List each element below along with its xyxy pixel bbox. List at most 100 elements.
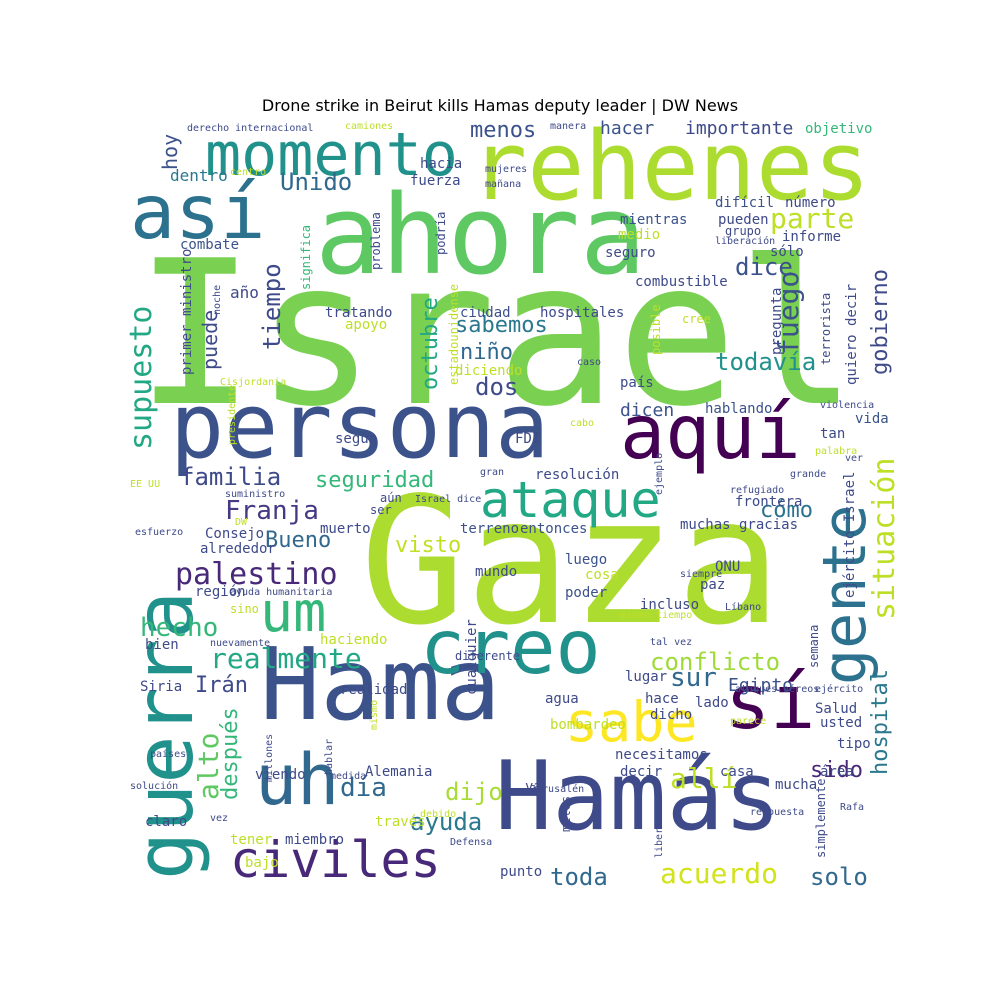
word-hamás: Hamás — [495, 742, 781, 852]
word-grupo: grupo — [725, 224, 762, 238]
word-violencia: violencia — [820, 400, 875, 411]
word-refugiado: refugiado — [730, 485, 785, 496]
word-lado: lado — [695, 695, 729, 711]
word-solución: solución — [130, 781, 179, 792]
word-sur: sur — [670, 663, 717, 693]
word-sino: sino — [230, 602, 259, 616]
word-ahora: ahora — [315, 171, 647, 299]
word-nuevamente: nuevamente — [210, 638, 271, 649]
word-hacia: hacia — [420, 156, 463, 172]
word-sólo: sólo — [770, 244, 804, 260]
word-liberación: liberación — [715, 236, 776, 247]
word-casa: casa — [720, 764, 754, 780]
word-dos: dos — [475, 373, 519, 401]
word-mientras: mientras — [620, 212, 688, 228]
word-uh: uh — [255, 739, 340, 821]
word-muchas-gracias: muchas gracias — [680, 517, 799, 533]
word-tipo: tipo — [837, 736, 871, 752]
word-gran: gran — [480, 467, 505, 478]
word-debido: debido — [420, 809, 457, 820]
word-alemania: Alemania — [365, 764, 433, 780]
word-palestino: palestino — [175, 557, 338, 592]
word-entonces: entonces — [520, 521, 588, 537]
word-paz: paz — [700, 577, 726, 593]
word-través: través — [375, 814, 426, 830]
word-um: um — [260, 580, 327, 644]
word-hama: Hama — [260, 626, 501, 743]
word-consejo: Consejo — [205, 526, 265, 542]
word-allí: allí — [670, 762, 738, 795]
word-informe: informe — [782, 229, 842, 245]
word-familia: familia — [180, 463, 282, 491]
word-número: número — [785, 195, 836, 211]
word-gaza: Gaza — [360, 461, 782, 664]
word-sabemos: sabemos — [455, 313, 548, 338]
word-ver: ver — [845, 453, 864, 464]
word-mañana: mañana — [485, 179, 522, 190]
word-creo: creo — [420, 603, 601, 691]
word-haciendo: haciendo — [320, 632, 388, 648]
word-ataques-aéreos: ataques aéreos — [735, 684, 820, 695]
word-hacer: hacer — [600, 120, 655, 139]
word-necesitamos: necesitamos — [615, 747, 708, 763]
word-hecho: hecho — [140, 613, 219, 643]
word-así: así — [130, 168, 266, 256]
word-significa: significa — [299, 224, 313, 290]
word-tan: tan — [820, 426, 846, 442]
word-acuerdo: acuerdo — [660, 857, 779, 890]
word-unido: Unido — [280, 168, 353, 196]
word-gobierno: gobierno — [868, 269, 893, 375]
word-pregunta: pregunta — [769, 287, 785, 355]
word-noche: noche — [212, 284, 223, 315]
figure-title: Drone strike in Beirut kills Hamas deput… — [261, 96, 739, 115]
word-mujeres: mujeres — [485, 164, 528, 175]
word-lugar: lugar — [625, 669, 668, 685]
word-presidente: presidente — [227, 384, 238, 445]
word-países: países — [150, 749, 187, 760]
word-sido: sido — [810, 758, 863, 783]
word-suministro: suministro — [225, 489, 286, 500]
word-parte: parte — [770, 202, 855, 235]
word-medio: medio — [618, 227, 661, 243]
word-combate: combate — [180, 237, 240, 253]
word-siria: Siria — [140, 679, 183, 695]
word-puede: puede — [198, 309, 222, 370]
word-área: área — [820, 764, 854, 780]
word-realidad: realidad — [340, 682, 408, 698]
word-egipto: Egipto — [728, 675, 794, 696]
word-diciendo: diciendo — [455, 363, 523, 379]
word-día: día — [340, 773, 387, 803]
word-esfuerzo: esfuerzo — [135, 527, 184, 538]
word-cómo: cómo — [760, 498, 813, 523]
word-mucha: mucha — [775, 777, 818, 793]
word-jerusalén: Jerusalén — [530, 784, 585, 795]
word-podría: podría — [434, 211, 448, 255]
word-según: según — [335, 431, 378, 447]
word-irán: Irán — [195, 673, 248, 698]
word-liberado: liberado — [654, 809, 665, 858]
word-dijo: dijo — [445, 778, 503, 806]
word-bueno: Bueno — [265, 528, 332, 553]
word-visto: visto — [395, 533, 462, 558]
word-mismo: mismo — [369, 699, 380, 730]
word-dice: dice — [735, 253, 793, 281]
word-palabra: palabra — [815, 446, 858, 457]
word-simplemente: simplemente — [814, 778, 828, 858]
word-alrededor: alrededor — [200, 541, 276, 557]
word-terreno: terreno — [460, 521, 520, 537]
word-ejército-israel: ejército Israel — [842, 471, 858, 598]
word-cosa: cosa — [585, 567, 619, 583]
word-tener: tener — [230, 832, 273, 848]
word-quiero-decir: quiero decir — [844, 283, 860, 385]
word-persona: persona — [170, 374, 550, 479]
word-ciudad: ciudad — [460, 305, 511, 321]
word-cree: cree — [682, 312, 711, 326]
word-camiones: camiones — [345, 121, 394, 132]
word-supuesto: supuesto — [125, 305, 159, 451]
word-objetivo: objetivo — [805, 121, 873, 137]
word-ataque: ataque — [480, 471, 661, 529]
word-centro: centro — [230, 167, 267, 178]
word-manera: manera — [550, 121, 587, 132]
word-hospitales: hospitales — [540, 305, 625, 321]
word-país: país — [620, 375, 654, 391]
